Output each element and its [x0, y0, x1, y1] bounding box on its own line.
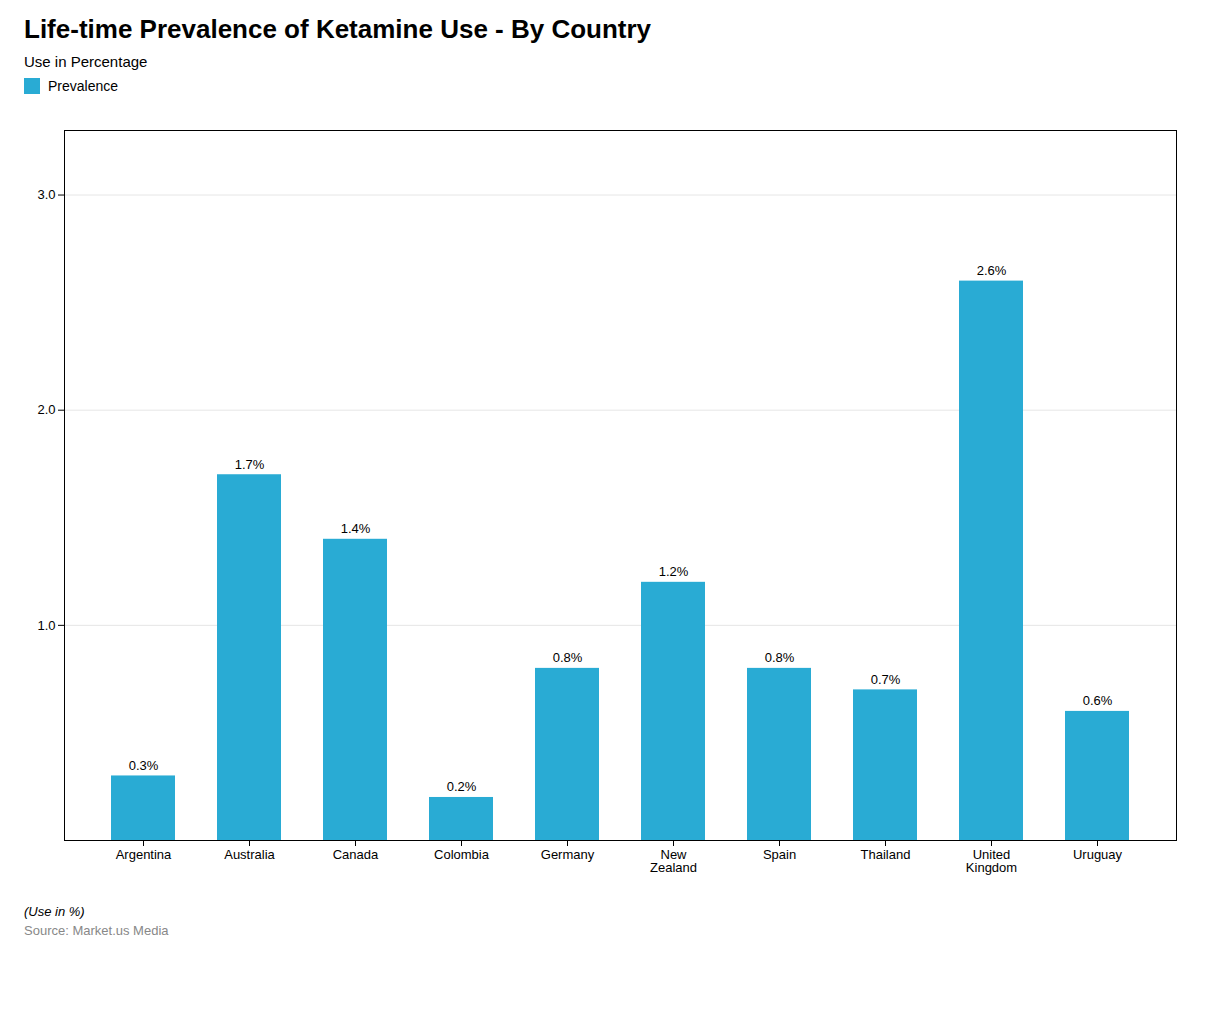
svg-text:0.6%: 0.6% [1083, 693, 1113, 708]
html-text:(Use in %): (Use in %) [24, 904, 85, 919]
svg-text:NewZealand: NewZealand [650, 847, 697, 875]
html-text:Use in Percentage: Use in Percentage [24, 53, 148, 70]
svg-text:1.7%: 1.7% [235, 457, 265, 472]
svg-text:Argentina: Argentina [116, 847, 172, 862]
svg-text:3.0: 3.0 [37, 187, 55, 202]
svg-text:Australia: Australia [224, 847, 275, 862]
svg-text:0.7%: 0.7% [871, 672, 901, 687]
svg-text:2.0: 2.0 [37, 402, 55, 417]
svg-text:0.3%: 0.3% [129, 758, 159, 773]
html-text:Life-time Prevalence of Ketami: Life-time Prevalence of Ketamine Use - B… [24, 14, 652, 44]
svg-text:1.0: 1.0 [37, 618, 55, 633]
svg-text:Colombia: Colombia [434, 847, 490, 862]
html-text:Source: Market.us Media: Source: Market.us Media [24, 923, 169, 938]
html-text:Prevalence: Prevalence [48, 78, 118, 94]
svg-text:2.6%: 2.6% [977, 263, 1007, 278]
svg-text:Uruguay: Uruguay [1073, 847, 1123, 862]
svg-text:1.2%: 1.2% [659, 564, 689, 579]
svg-text:Thailand: Thailand [861, 847, 911, 862]
svg-text:Spain: Spain [763, 847, 796, 862]
svg-text:0.8%: 0.8% [765, 650, 795, 665]
svg-text:1.4%: 1.4% [341, 521, 371, 536]
svg-text:UnitedKingdom: UnitedKingdom [966, 847, 1017, 875]
svg-text:0.2%: 0.2% [447, 779, 477, 794]
svg-text:Germany: Germany [541, 847, 595, 862]
svg-text:Canada: Canada [333, 847, 379, 862]
svg-text:0.8%: 0.8% [553, 650, 583, 665]
